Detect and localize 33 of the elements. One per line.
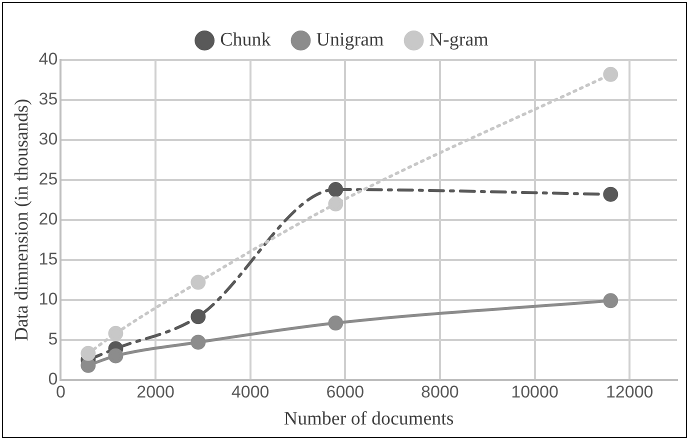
legend-label: N-gram <box>429 29 489 50</box>
legend-label: Unigram <box>316 29 384 50</box>
y-axis-title: Data dimnension (in thousands) <box>11 98 32 342</box>
y-tick-label: 10 <box>38 290 58 309</box>
point <box>80 346 96 361</box>
x-axis-title: Number of documents <box>284 408 454 430</box>
y-tick-label: 15 <box>38 250 58 269</box>
y-tick-label: 20 <box>38 210 58 229</box>
point <box>603 66 618 82</box>
y-tick-label: 35 <box>38 90 58 109</box>
point <box>603 293 618 308</box>
y-tick-label: 0 <box>48 369 58 388</box>
legend-label: Chunk <box>220 29 272 50</box>
x-tick-label: 4000 <box>231 382 270 402</box>
y-tick-label: 40 <box>38 50 58 69</box>
point <box>190 274 206 290</box>
y-tick-label: 30 <box>38 130 58 149</box>
point <box>328 316 344 331</box>
point <box>80 358 96 373</box>
point <box>603 186 618 202</box>
point <box>108 348 124 364</box>
point <box>190 334 206 350</box>
point <box>190 309 206 324</box>
point <box>108 326 124 341</box>
x-tick-label: 2000 <box>136 382 174 402</box>
y-tick-label: 25 <box>38 170 58 189</box>
y-tick-label: 5 <box>48 330 58 349</box>
x-tick-label: 12000 <box>606 382 654 402</box>
point <box>328 196 344 212</box>
x-tick-label: 6000 <box>326 382 364 402</box>
x-tick-label: 10000 <box>511 382 558 402</box>
point <box>328 182 344 198</box>
x-tick-label: 8000 <box>421 382 459 402</box>
